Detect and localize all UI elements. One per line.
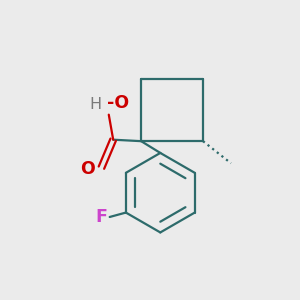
Text: H: H [89, 97, 101, 112]
Text: F: F [95, 208, 107, 226]
Text: O: O [80, 160, 95, 178]
Text: -O: -O [107, 94, 129, 112]
